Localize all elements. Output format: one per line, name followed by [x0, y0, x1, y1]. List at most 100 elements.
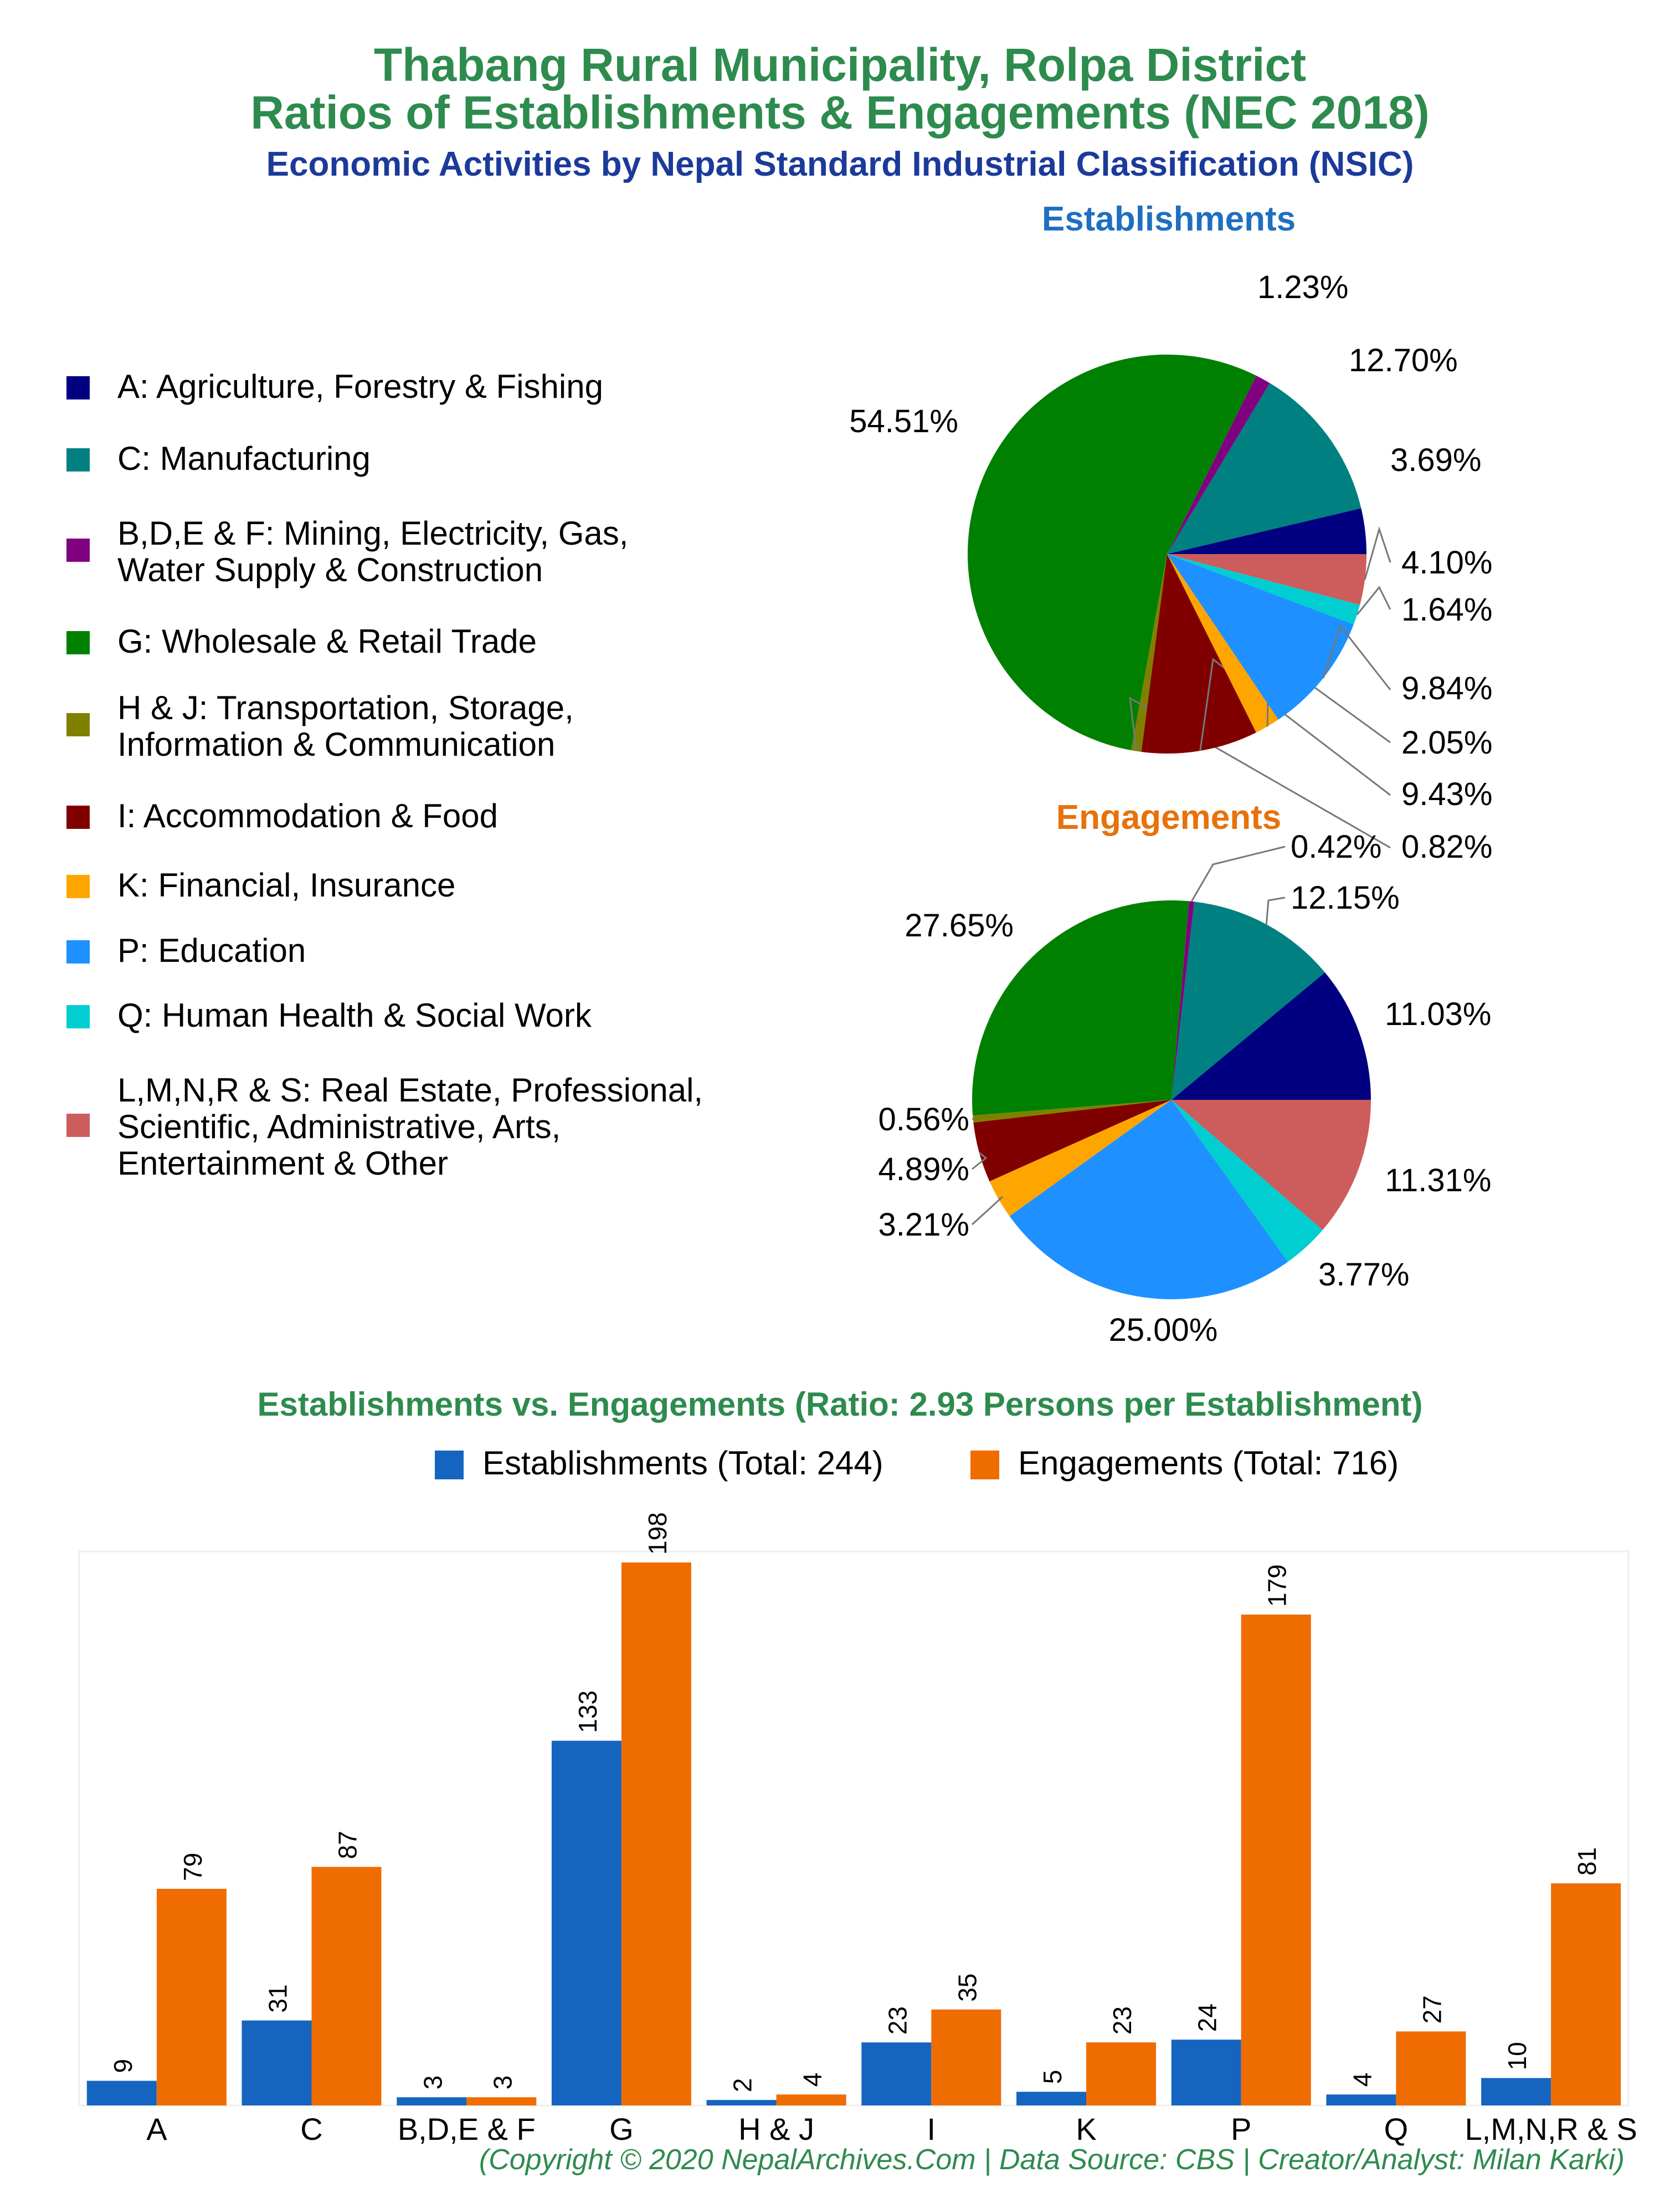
bar — [1481, 2078, 1551, 2105]
pie-leader-line — [1364, 526, 1391, 580]
x-tick-label: H & J — [738, 2112, 814, 2146]
bar — [621, 1562, 691, 2105]
pie-slice — [973, 1100, 1172, 1182]
bar — [1326, 2094, 1396, 2105]
pie-slice — [1167, 508, 1367, 554]
pie-slice — [1172, 1100, 1371, 1230]
plot-frame — [78, 1550, 1630, 2107]
legend-label: C: Manufacturing — [117, 440, 371, 477]
bar-data-label: 27 — [1417, 1995, 1446, 2023]
legend-swatch — [66, 631, 90, 654]
pie-data-label: 11.31% — [1385, 1162, 1491, 1198]
pie-slice — [1172, 901, 1195, 1100]
bar-data-label: 35 — [953, 1974, 982, 2002]
bar-data-label: 3 — [488, 2076, 517, 2090]
pie-slice — [1167, 554, 1354, 720]
pie-data-label: 9.84% — [1401, 670, 1492, 706]
pie-data-label: 9.43% — [1401, 776, 1492, 812]
legend-swatch — [66, 713, 90, 736]
bar — [1241, 1615, 1311, 2105]
x-tick-label: B,D,E & F — [398, 2112, 536, 2146]
pie-leader-line — [1129, 696, 1391, 849]
legend-swatch — [66, 875, 90, 898]
x-tick-label: K — [1076, 2112, 1096, 2146]
pie-slice — [1131, 554, 1167, 752]
pie-data-label: 12.70% — [1349, 342, 1458, 378]
legend-swatch — [66, 1005, 90, 1028]
pie-data-label: 27.65% — [905, 908, 1014, 944]
legend-label: K: Financial, Insurance — [117, 867, 456, 904]
pie-charts: 3.69% 12.70% 1.23% 54.51% 0.82% 9.43% 2.05% 9.8… — [849, 269, 1492, 1348]
pie-leader-line — [971, 1196, 1004, 1226]
pie-leader-line — [972, 1152, 988, 1170]
bar — [706, 2100, 777, 2105]
x-tick-label: Q — [1384, 2112, 1409, 2146]
bar-data-label: 81 — [1573, 1847, 1601, 1876]
legend-label: I: Accommodation & Food — [117, 797, 499, 834]
pie-slice — [972, 900, 1189, 1116]
bar-data-label: 31 — [264, 1984, 292, 2012]
bar — [1551, 1883, 1621, 2105]
bar — [1396, 2031, 1466, 2105]
legend-swatch — [970, 1451, 999, 1479]
pie-data-label: 54.51% — [849, 403, 958, 439]
legend-swatch — [66, 940, 90, 964]
bar-data-label: 2 — [728, 2078, 757, 2093]
pie-data-label: 1.64% — [1401, 592, 1492, 628]
pie-data-label: 12.15% — [1291, 880, 1400, 916]
pie-slice — [989, 1100, 1172, 1217]
pie-data-label: 0.82% — [1401, 829, 1492, 865]
pie-slice — [967, 354, 1257, 751]
pie-slice — [1167, 554, 1278, 733]
bar-data-label: 3 — [418, 2076, 447, 2090]
bar-data-label: 4 — [798, 2073, 827, 2087]
x-tick-label: A — [146, 2112, 167, 2146]
pie-slice — [1172, 901, 1325, 1100]
pie-slice — [1009, 1100, 1288, 1300]
bar-data-label: 5 — [1038, 2070, 1067, 2084]
legend-label: Establishments (Total: 244) — [482, 1444, 883, 1482]
x-tick-label: G — [609, 2112, 634, 2146]
pie-slice — [1167, 376, 1270, 554]
legend-label: H & J: Transportation, Storage, Informat… — [117, 689, 574, 763]
bar — [86, 2081, 157, 2105]
legend-swatch — [435, 1451, 464, 1479]
bar-data-label: 23 — [1108, 2006, 1137, 2035]
x-tick-label: L,M,N,R & S — [1465, 2112, 1637, 2146]
bar-data-label: 23 — [883, 2006, 912, 2035]
legend-swatch — [66, 448, 90, 472]
bar — [1086, 2042, 1156, 2105]
bar-data-label: 179 — [1263, 1564, 1292, 1607]
bar — [242, 2020, 312, 2105]
pie-data-label: 2.05% — [1401, 725, 1492, 761]
main-subtitle: Ratios of Establishments & Engagements (… — [250, 86, 1430, 139]
legend-label: Engagements (Total: 716) — [1018, 1444, 1399, 1482]
pie-slice — [1172, 1100, 1323, 1262]
bar-chart-title: Establishments vs. Engagements (Ratio: 2… — [257, 1386, 1423, 1423]
pie-leader-line — [1356, 586, 1391, 616]
bar — [931, 2009, 1001, 2105]
legend-label: A: Agriculture, Forestry & Fishing — [117, 368, 603, 405]
x-tick-label: C — [300, 2112, 322, 2146]
bar-data-label: 10 — [1503, 2042, 1532, 2070]
legend-label: Q: Human Health & Social Work — [117, 997, 592, 1034]
bar-data-label: 9 — [109, 2059, 137, 2073]
legend-swatch — [66, 1114, 90, 1137]
pie-data-label: 4.89% — [878, 1151, 969, 1187]
legend-swatch — [66, 376, 90, 399]
pie-slice — [973, 1100, 1172, 1123]
pie-data-label: 3.77% — [1318, 1257, 1409, 1293]
pie-slice — [1167, 554, 1366, 605]
main-title: Thabang Rural Municipality, Rolpa Distri… — [373, 39, 1307, 91]
pie-leader-line — [1265, 896, 1286, 925]
pie-slice — [1167, 383, 1362, 554]
pie-data-label: 1.23% — [1257, 269, 1348, 305]
bar — [1171, 2040, 1241, 2105]
pie-slice — [1172, 972, 1371, 1100]
bar — [311, 1867, 382, 2105]
legend-label: G: Wholesale & Retail Trade — [117, 623, 537, 660]
bar-data-label: 87 — [333, 1831, 362, 1859]
pie-slice — [1141, 554, 1256, 754]
